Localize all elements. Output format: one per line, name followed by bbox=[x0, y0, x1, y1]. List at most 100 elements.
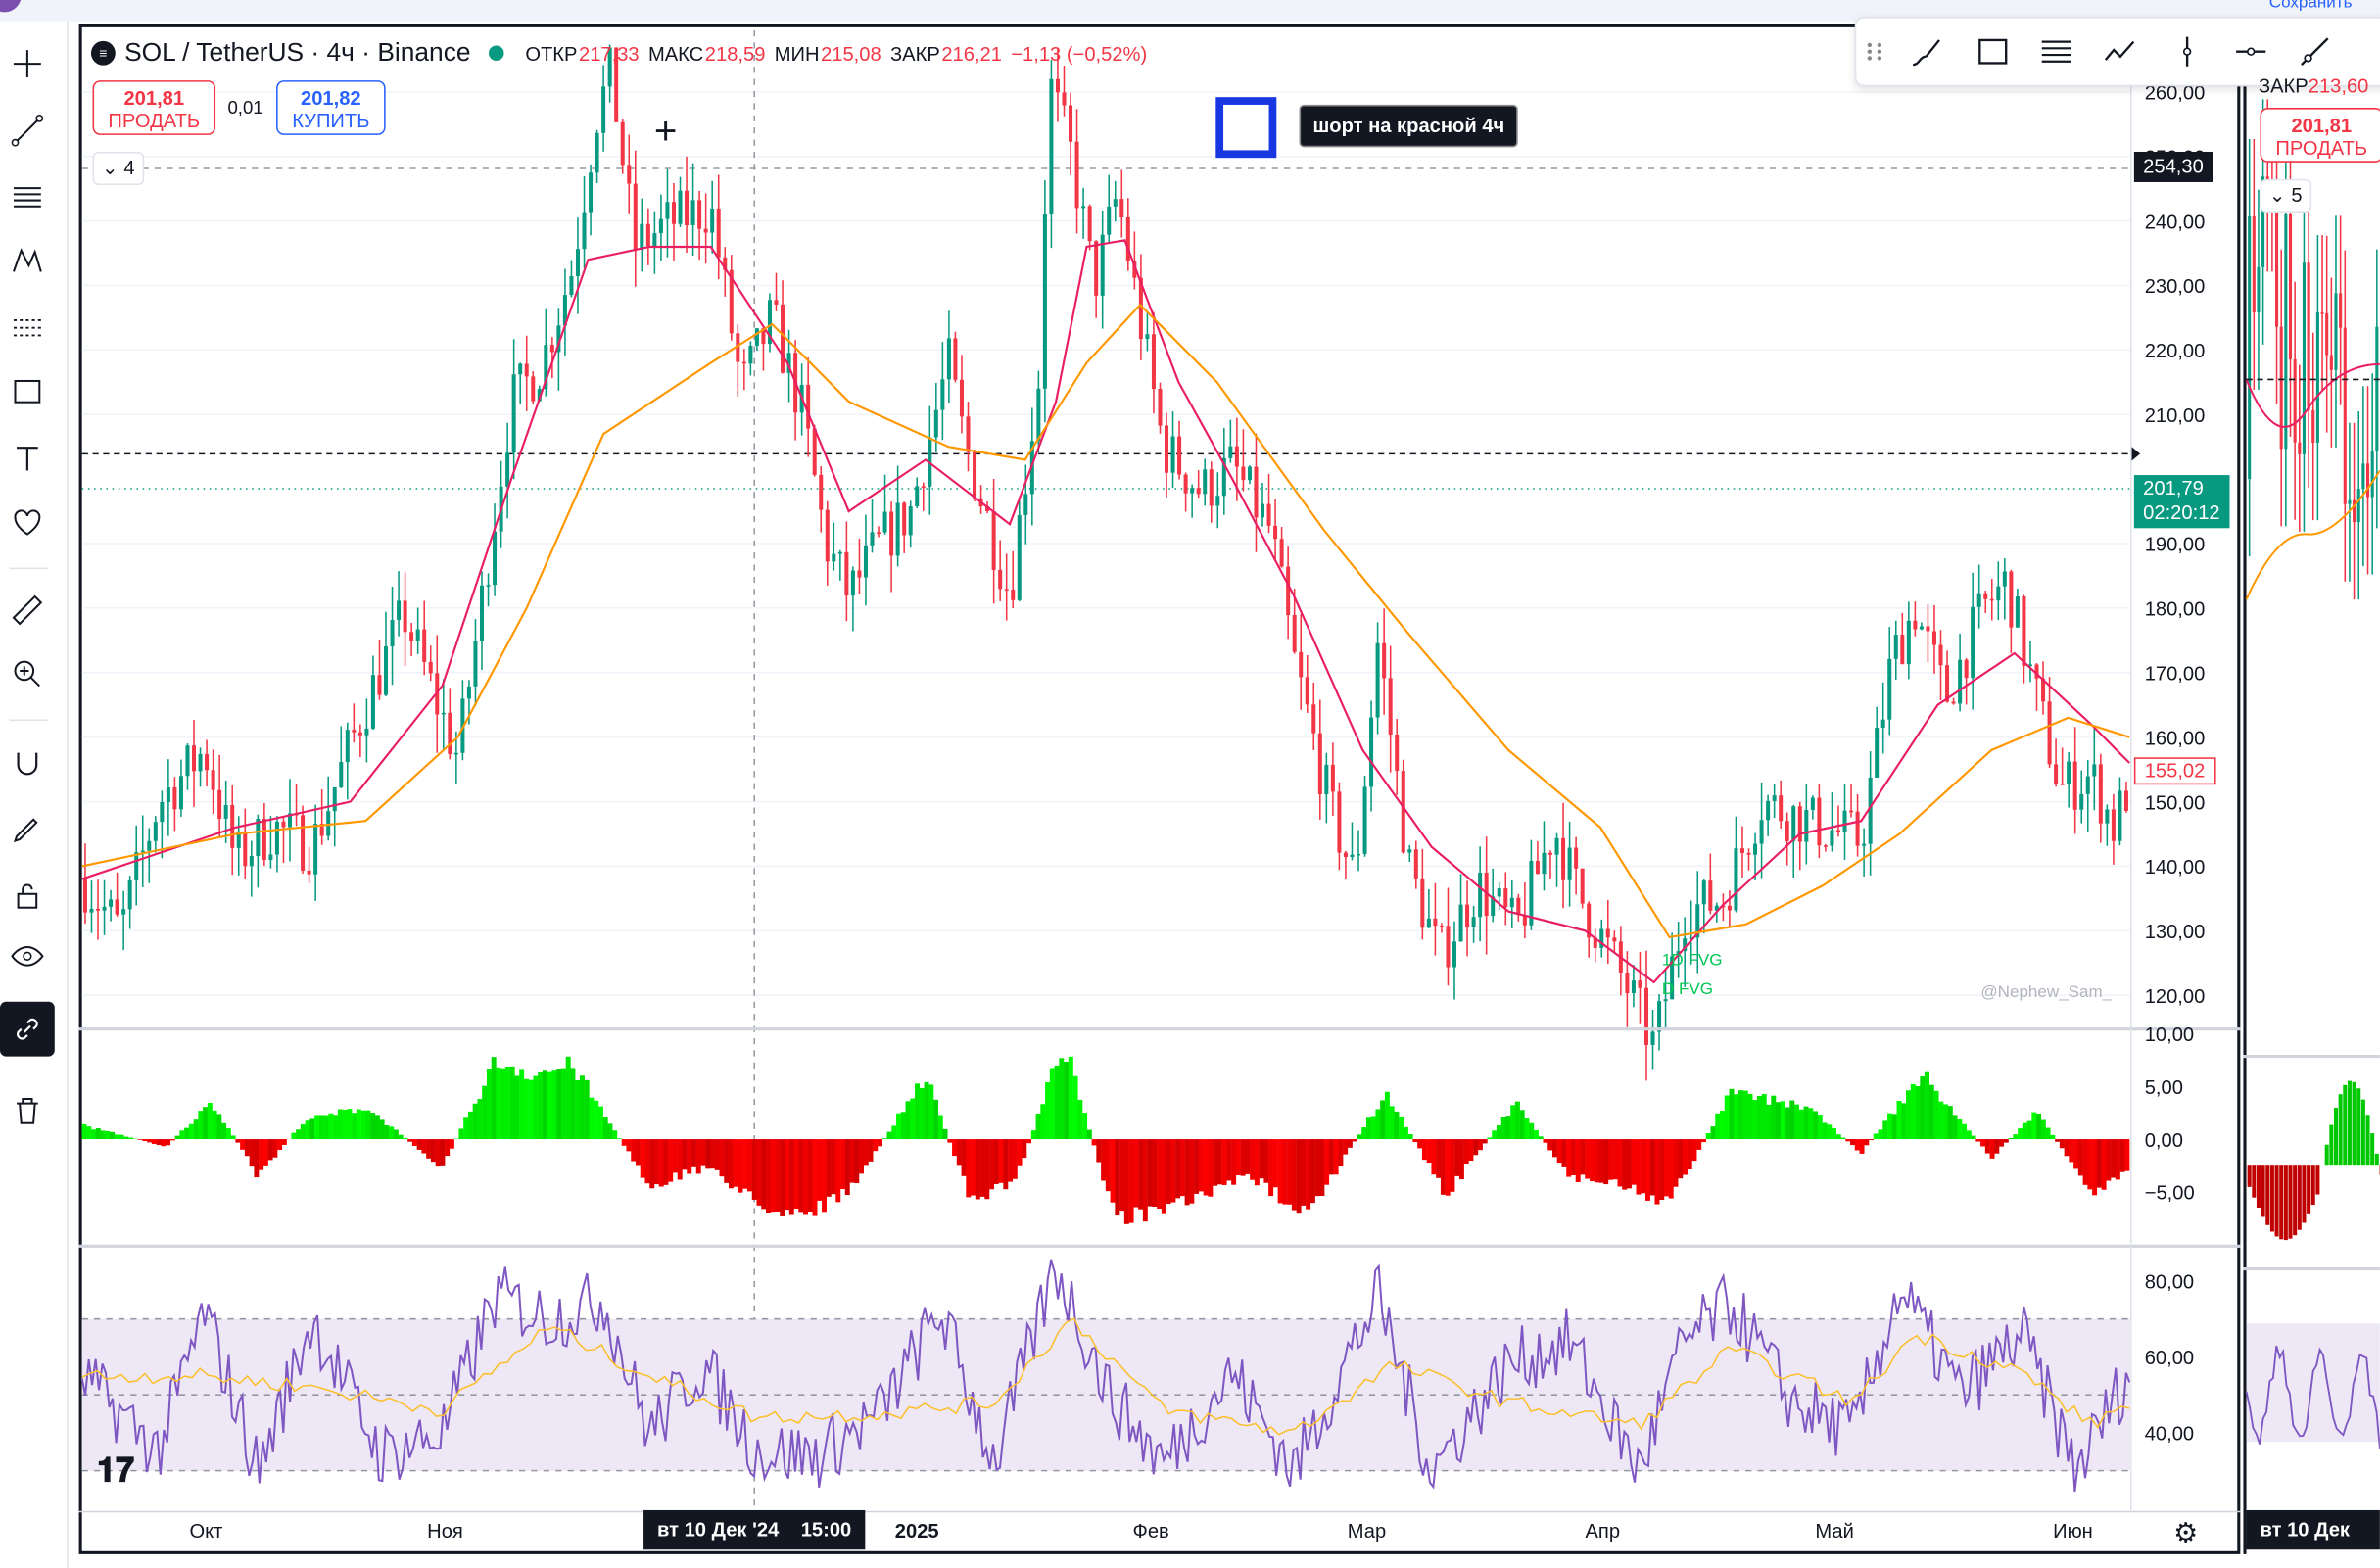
oscillator-bar bbox=[119, 1135, 124, 1139]
candle-body bbox=[1018, 515, 1022, 600]
oscillator-bar bbox=[328, 1114, 333, 1139]
oscillator-bar bbox=[235, 1139, 240, 1143]
candle-body bbox=[806, 385, 810, 429]
fib-retracement-icon[interactable] bbox=[2035, 30, 2077, 72]
oscillator-bar bbox=[1515, 1102, 1520, 1139]
candle-body bbox=[915, 486, 919, 506]
oscillator-bar bbox=[1473, 1139, 1478, 1155]
time-tick-label: Фев bbox=[1133, 1519, 1169, 1542]
oscillator-bar bbox=[729, 1139, 734, 1188]
oscillator-bar bbox=[2106, 1139, 2111, 1180]
oscillator-bar bbox=[1613, 1139, 1618, 1179]
path-icon[interactable] bbox=[2099, 30, 2141, 72]
oscillator-bar bbox=[859, 1139, 864, 1173]
candle-body bbox=[1369, 718, 1373, 787]
candle-body bbox=[397, 600, 401, 620]
oscillator-bar bbox=[1980, 1139, 1985, 1146]
oscillator-bar bbox=[245, 1139, 250, 1156]
oscillator-bar bbox=[496, 1068, 500, 1139]
oscillator-bar bbox=[649, 1139, 654, 1188]
candle-body bbox=[691, 200, 695, 225]
osc-tick-label: 5,00 bbox=[2145, 1077, 2183, 1099]
candle-body bbox=[1081, 206, 1085, 208]
oscillator-bar bbox=[1204, 1139, 1209, 1195]
low-value: 215,08 bbox=[821, 42, 881, 65]
right-candle-body bbox=[2294, 359, 2297, 443]
candle-body bbox=[1581, 869, 1585, 904]
oscillator-bar bbox=[1771, 1096, 1776, 1139]
annotation-label[interactable]: шорт на красной 4ч bbox=[1300, 105, 1519, 147]
oscillator-bar bbox=[715, 1139, 720, 1170]
oscillator-bar bbox=[575, 1080, 580, 1139]
right-indicators-collapse-button[interactable]: ⌄ 5 bbox=[2261, 179, 2311, 213]
oscillator-bar bbox=[1972, 1136, 1976, 1139]
oscillator-bar bbox=[1520, 1110, 1525, 1139]
candle-body bbox=[89, 909, 93, 913]
oscillator-bar bbox=[1468, 1139, 1473, 1161]
candle-body bbox=[2022, 596, 2025, 666]
oscillator-bar bbox=[556, 1069, 561, 1139]
oscillator-bar bbox=[1045, 1082, 1050, 1139]
oscillator-bar bbox=[962, 1139, 967, 1176]
ray-icon[interactable] bbox=[2294, 30, 2336, 72]
brush-icon[interactable] bbox=[1905, 30, 1947, 72]
candle-body bbox=[1913, 621, 1917, 630]
oscillator-bar bbox=[161, 1139, 166, 1146]
oscillator-bar bbox=[1603, 1139, 1608, 1184]
candle-body bbox=[281, 822, 285, 828]
oscillator-bar bbox=[882, 1138, 887, 1139]
right-osc-bar bbox=[2361, 1100, 2365, 1166]
candle-body bbox=[416, 630, 420, 641]
candle-body bbox=[505, 452, 509, 486]
oscillator-bar bbox=[891, 1125, 896, 1139]
oscillator-bar bbox=[1897, 1101, 1902, 1139]
oscillator-bar bbox=[1967, 1130, 1972, 1139]
close-label: ЗАКР bbox=[890, 42, 940, 65]
oscillator-bar bbox=[2065, 1139, 2070, 1156]
oscillator-bar bbox=[458, 1128, 463, 1139]
candle-body bbox=[652, 233, 656, 246]
rectangle-tool-icon[interactable] bbox=[1972, 30, 2014, 72]
buy-button[interactable]: 201,82 КУПИТЬ bbox=[276, 80, 386, 135]
horizontal-line-icon[interactable] bbox=[2230, 30, 2272, 72]
oscillator-bar bbox=[1813, 1111, 1818, 1139]
candle-body bbox=[1184, 475, 1188, 494]
oscillator-bar bbox=[166, 1139, 170, 1145]
settings-gear-icon[interactable]: ⚙ bbox=[2173, 1518, 2198, 1550]
candle-body bbox=[1478, 873, 1482, 917]
right-sell-button[interactable]: 201,81 ПРОДАТЬ bbox=[2261, 108, 2380, 163]
spread-value: 0,01 bbox=[227, 97, 262, 119]
oscillator-bar bbox=[551, 1070, 556, 1139]
candle-body bbox=[889, 512, 893, 556]
oscillator-bar bbox=[1199, 1139, 1204, 1191]
oscillator-bar bbox=[878, 1139, 882, 1146]
oscillator-bar bbox=[375, 1115, 380, 1139]
sell-button[interactable]: 201,81 ПРОДАТЬ bbox=[93, 80, 216, 135]
candle-body bbox=[1420, 879, 1424, 927]
candle-body bbox=[877, 532, 881, 534]
drag-handle-icon[interactable] bbox=[1862, 30, 1886, 72]
oscillator-bar bbox=[1683, 1139, 1688, 1174]
candle-body bbox=[371, 675, 375, 729]
oscillator-bar bbox=[1119, 1139, 1124, 1211]
candle-body bbox=[205, 754, 209, 770]
candle-body bbox=[2105, 809, 2109, 823]
candle-body bbox=[1363, 786, 1367, 853]
candle-body bbox=[1062, 92, 1066, 105]
oscillator-bar bbox=[1361, 1127, 1366, 1139]
candle-body bbox=[1023, 494, 1027, 515]
indicators-collapse-button[interactable]: ⌄ 4 bbox=[93, 152, 144, 185]
save-button[interactable]: Сохранить bbox=[2269, 0, 2353, 12]
right-candle-body bbox=[2361, 463, 2364, 489]
tradingview-logo[interactable]: 𝟏𝟕 bbox=[97, 1451, 134, 1491]
drawn-rectangle[interactable] bbox=[1215, 97, 1276, 158]
oscillator-bar bbox=[1874, 1133, 1879, 1139]
oscillator-bar bbox=[1003, 1139, 1008, 1189]
symbol-title[interactable]: SOL / TetherUS · 4ч · Binance bbox=[124, 38, 470, 69]
oscillator-bar bbox=[1380, 1100, 1385, 1139]
vertical-line-icon[interactable] bbox=[2166, 30, 2208, 72]
oscillator-bar bbox=[864, 1139, 869, 1165]
oscillator-bar bbox=[2087, 1139, 2092, 1189]
oscillator-bar bbox=[2031, 1113, 2036, 1139]
